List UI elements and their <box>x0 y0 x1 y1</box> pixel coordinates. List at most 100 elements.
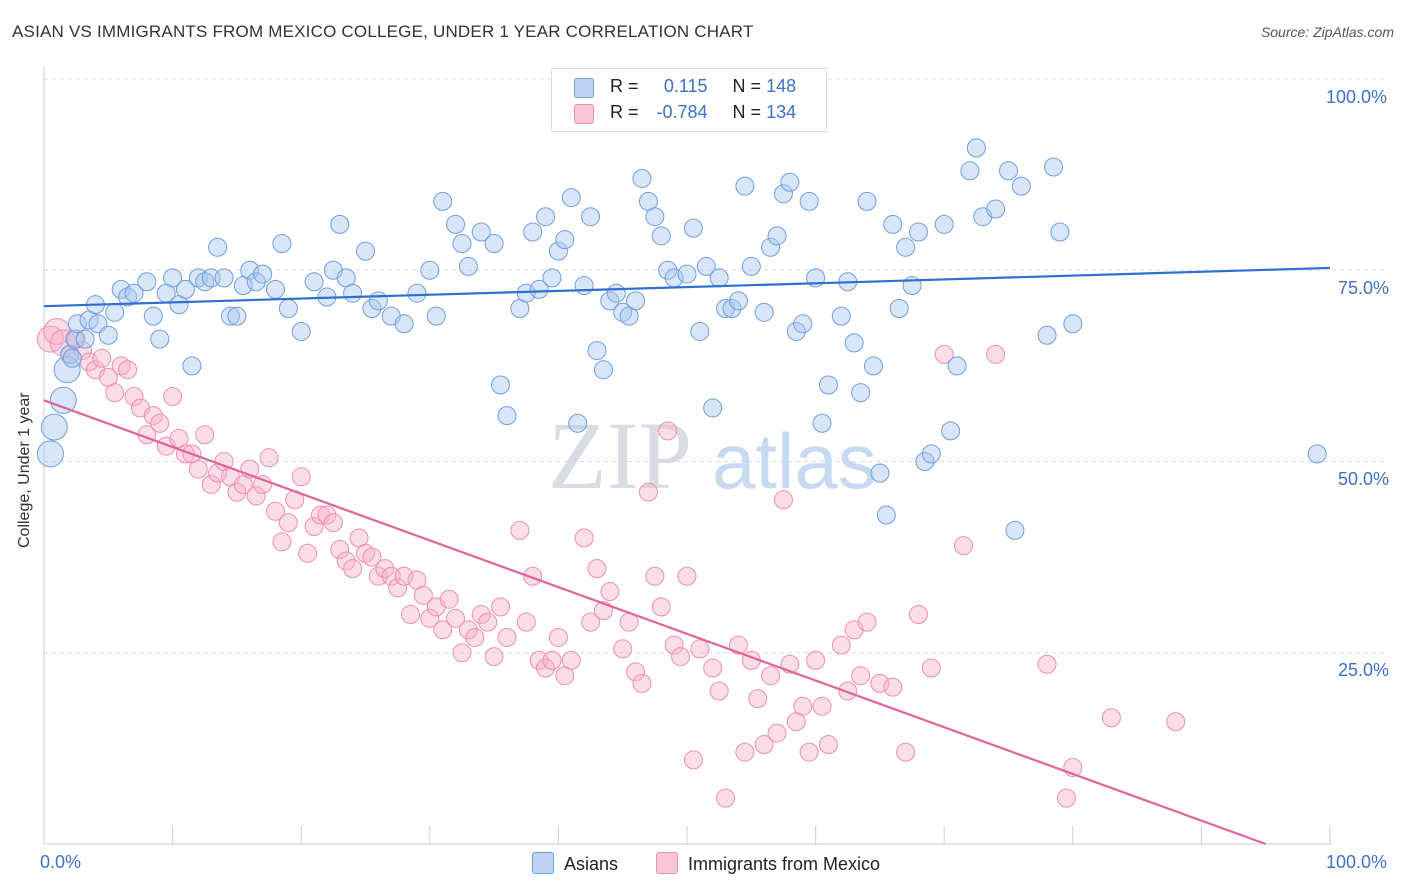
asians-point <box>735 176 755 196</box>
asians-point <box>1037 325 1057 345</box>
mexico-point <box>452 643 472 663</box>
mexico-point <box>73 341 93 361</box>
asians-point <box>851 383 871 403</box>
mexico-point <box>542 650 562 670</box>
mexico-point <box>613 639 633 659</box>
asians-point <box>574 276 594 296</box>
asians-point <box>632 168 652 188</box>
legend-r-label: R = <box>610 76 639 96</box>
mexico-point <box>413 585 433 605</box>
mexico-point <box>523 566 543 586</box>
mexico-point <box>362 547 382 567</box>
legend-n-label: N = <box>732 102 762 122</box>
asians-point <box>690 321 710 341</box>
asians-point <box>446 214 466 234</box>
asians-point <box>683 218 703 238</box>
legend-r-value-mexico: -0.784 <box>656 102 708 122</box>
asians-point <box>105 302 125 322</box>
asians-point <box>658 260 678 280</box>
asians-point <box>831 306 851 326</box>
legend-n-value-asians: 148 <box>766 76 797 96</box>
mexico-point <box>484 647 504 667</box>
legend-swatch-asians <box>574 78 594 98</box>
series-immigrants-from-mexico <box>36 317 1186 808</box>
asians-point <box>857 191 877 211</box>
mexico-point <box>986 344 1006 364</box>
mexico-point <box>851 666 871 686</box>
mexico-point <box>124 386 144 406</box>
x-tick-label-100: 100.0% <box>1326 852 1388 872</box>
gridlines <box>44 78 1386 654</box>
asians-point <box>780 172 800 192</box>
asians-point <box>426 306 446 326</box>
asians-point <box>896 237 916 257</box>
mexico-point <box>291 467 311 487</box>
asians-point <box>65 329 85 349</box>
asians-point <box>793 314 813 334</box>
asians-point <box>75 329 95 349</box>
asians-point <box>728 291 748 311</box>
mexico-point <box>439 589 459 609</box>
mexico-point <box>806 650 826 670</box>
mexico-point <box>1037 654 1057 674</box>
mexico-point <box>626 662 646 682</box>
asians-point <box>484 233 504 253</box>
asians-point <box>394 314 414 334</box>
x-tick-label-0: 0.0% <box>40 852 82 872</box>
mexico-point <box>818 735 838 755</box>
mexico-point <box>793 696 813 716</box>
asians-point <box>536 207 556 227</box>
asians-point <box>741 256 761 276</box>
bottom-legend-label-asians: Asians <box>564 854 619 874</box>
asians-point <box>593 360 613 380</box>
mexico-point <box>716 788 736 808</box>
trend-line-asians <box>43 266 1331 308</box>
asians-point <box>246 272 266 292</box>
asians-point <box>754 302 774 322</box>
asians-point <box>362 299 382 318</box>
asians-point <box>452 233 472 253</box>
asians-point <box>876 505 896 525</box>
asians-point <box>863 356 883 376</box>
mexico-point <box>1166 712 1186 732</box>
asians-point <box>709 268 729 288</box>
asians-point <box>651 226 671 246</box>
asians-point <box>561 188 581 208</box>
mexico-point <box>857 612 877 632</box>
asians-point <box>208 237 228 257</box>
asians-point <box>471 222 491 242</box>
mexico-point <box>304 517 324 537</box>
mexico-point <box>548 627 568 647</box>
legend-r-label: R = <box>610 102 639 122</box>
mexico-point <box>536 658 556 678</box>
asians-point <box>111 279 131 299</box>
legend-n-value-mexico: 134 <box>766 102 797 122</box>
mexico-point <box>953 536 973 556</box>
mexico-point <box>812 696 832 716</box>
asians-point <box>304 272 324 292</box>
asians-point <box>761 237 781 257</box>
mexico-point <box>735 742 755 762</box>
asians-point <box>960 161 980 181</box>
asians-point <box>1307 444 1327 464</box>
asians-point <box>581 207 601 227</box>
bottom-legend-asians: Asians <box>532 852 618 875</box>
bottom-legend-label-mexico: Immigrants from Mexico <box>688 854 881 874</box>
mexico-point <box>677 566 697 586</box>
asians-point <box>812 413 832 433</box>
asians-point <box>278 299 298 318</box>
asians-point <box>1044 157 1064 177</box>
asians-point <box>773 184 793 204</box>
mexico-point <box>343 559 363 579</box>
mexico-point <box>896 742 916 762</box>
asians-point <box>818 375 838 395</box>
mexico-point <box>465 627 485 647</box>
asians-point <box>568 413 588 433</box>
mexico-point <box>323 513 343 533</box>
bottom-legend-swatch-mexico <box>656 852 678 874</box>
mexico-point <box>394 566 414 586</box>
asians-point <box>214 268 234 288</box>
mexico-point <box>433 620 453 640</box>
y-tick-label-100: 100.0% <box>1326 87 1388 107</box>
